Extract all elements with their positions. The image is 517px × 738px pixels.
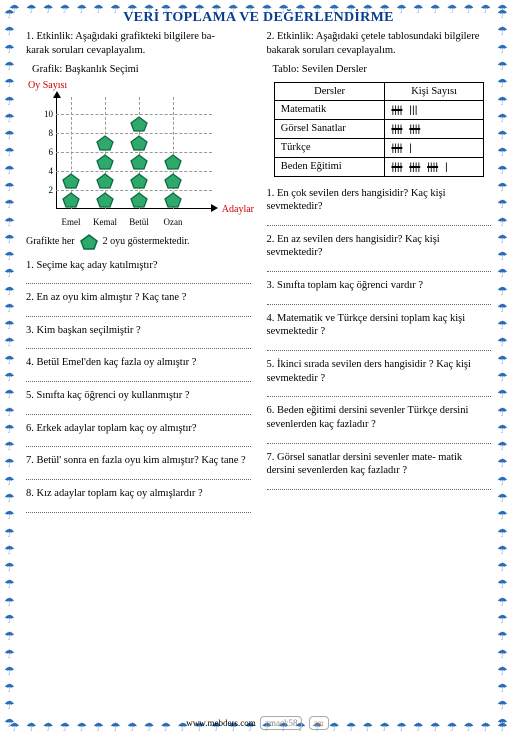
- x-tick: Betül: [123, 217, 155, 227]
- q6: 6. Erkek adaylar toplam kaç oy almıştır?: [26, 422, 251, 436]
- y-tick: 6: [38, 147, 53, 157]
- answer-line: [26, 283, 251, 284]
- table-title: Tablo: Sevilen Dersler: [273, 63, 492, 77]
- columns: 1. Etkinlik: Aşağıdaki grafikteki bilgil…: [26, 30, 491, 515]
- footer-tag2: zm: [309, 716, 329, 730]
- answer-line: [267, 396, 492, 397]
- rq2: 2. En az sevilen ders hangisidir? Kaç ki…: [267, 233, 492, 260]
- y-axis-label: Oy Sayısı: [28, 80, 251, 91]
- answer-line: [267, 489, 492, 490]
- table-cell-tally: |||| |: [385, 138, 483, 157]
- pentagon-icon: [164, 173, 182, 189]
- rq7: 7. Görsel sanatlar dersini sevenler mate…: [267, 451, 492, 478]
- legend-text-1: Grafikte her: [26, 236, 75, 247]
- table-row: Görsel Sanatlar|||| ||||: [274, 119, 483, 138]
- q7: 7. Betül' sonra en fazla oyu kim almıştı…: [26, 454, 251, 468]
- table-row: Beden Eğitimi|||| |||| |||| |: [274, 157, 483, 176]
- pentagon-icon: [130, 154, 148, 170]
- q1: 1. Seçime kaç aday katılmıştır?: [26, 259, 251, 273]
- th-kisi: Kişi Sayısı: [385, 82, 483, 100]
- table-cell-name: Beden Eğitimi: [274, 157, 385, 176]
- answer-line: [267, 225, 492, 226]
- table-row: Matematik|||| |||: [274, 100, 483, 119]
- answer-line: [267, 271, 492, 272]
- answer-line: [26, 414, 251, 415]
- th-dersler: Dersler: [274, 82, 385, 100]
- rq5: 5. İkinci sırada sevilen ders hangisidir…: [267, 358, 492, 385]
- answer-line: [26, 479, 251, 480]
- answer-line: [26, 446, 251, 447]
- q5: 5. Sınıfta kaç öğrenci oy kullanmıştır ?: [26, 389, 251, 403]
- y-tick: 10: [38, 109, 53, 119]
- table-cell-name: Görsel Sanatlar: [274, 119, 385, 138]
- worksheet-page: ☂☂☂☂☂☂☂☂☂☂☂☂☂☂☂☂☂☂☂☂☂☂☂☂☂☂☂☂☂☂ ☂☂☂☂☂☂☂☂☂…: [0, 0, 517, 738]
- arrow-right-icon: [211, 204, 218, 212]
- page-title: VERİ TOPLAMA VE DEĞERLENDİRME: [26, 10, 491, 26]
- table-cell-name: Matematik: [274, 100, 385, 119]
- border-left: ☂☂☂☂☂☂☂☂☂☂☂☂☂☂☂☂☂☂☂☂☂☂☂☂☂☂☂☂☂☂☂☂☂☂☂☂☂☂☂☂…: [4, 6, 20, 732]
- q3: 3. Kim başkan seçilmiştir ?: [26, 324, 251, 338]
- pentagon-icon: [62, 173, 80, 189]
- q8: 8. Kız adaylar toplam kaç oy almışlardır…: [26, 487, 251, 501]
- pentagon-icon: [130, 135, 148, 151]
- rq4: 4. Matematik ve Türkçe dersini toplam ka…: [267, 312, 492, 339]
- legend-text-2: 2 oyu göstermektedir.: [103, 236, 190, 247]
- left-column: 1. Etkinlik: Aşağıdaki grafikteki bilgil…: [26, 30, 251, 515]
- y-tick: 8: [38, 128, 53, 138]
- x-tick: Ozan: [157, 217, 189, 227]
- pentagon-icon: [130, 192, 148, 208]
- rq6: 6. Beden eğitimi dersini sevenler Türkçe…: [267, 404, 492, 431]
- tally-table: DerslerKişi Sayısı Matematik|||| |||Görs…: [274, 82, 484, 177]
- pentagon-icon: [96, 173, 114, 189]
- answer-line: [26, 348, 251, 349]
- table-row: Türkçe|||| |: [274, 138, 483, 157]
- pentagon-icon: [96, 154, 114, 170]
- chart-legend: Grafikte her 2 oyu göstermektedir.: [26, 233, 251, 251]
- footer-tag1: zmack58: [260, 716, 302, 730]
- q4: 4. Betül Emel'den kaç fazla oy almıştır …: [26, 356, 251, 370]
- arrow-up-icon: [53, 91, 61, 98]
- pentagon-icon: [62, 192, 80, 208]
- q2: 2. En az oyu kim almıştır ? Kaç tane ?: [26, 291, 251, 305]
- border-right: ☂☂☂☂☂☂☂☂☂☂☂☂☂☂☂☂☂☂☂☂☂☂☂☂☂☂☂☂☂☂☂☂☂☂☂☂☂☂☂☂…: [497, 6, 513, 732]
- table-cell-tally: |||| |||| |||| |: [385, 157, 483, 176]
- footer: www.mebders.com zmack58 zm: [0, 716, 517, 730]
- pentagon-icon: [164, 154, 182, 170]
- rq1: 1. En çok sevilen ders hangisidir? Kaç k…: [267, 187, 492, 214]
- pentagon-icon: [130, 173, 148, 189]
- x-tick: Kemal: [89, 217, 121, 227]
- footer-site: www.mebders.com: [186, 718, 255, 728]
- chart-title: Grafik: Başkanlık Seçimi: [32, 63, 251, 77]
- x-axis-label: Adaylar: [222, 204, 254, 215]
- answer-line: [267, 304, 492, 305]
- y-tick: 2: [38, 185, 53, 195]
- right-column: 2. Etkinlik: Aşağıdaki çetele tablosunda…: [267, 30, 492, 515]
- x-tick: Emel: [55, 217, 87, 227]
- answer-line: [26, 512, 251, 513]
- table-cell-tally: |||| ||||: [385, 119, 483, 138]
- answer-line: [26, 316, 251, 317]
- pentagon-icon: [96, 192, 114, 208]
- answer-line: [267, 350, 492, 351]
- table-cell-tally: |||| |||: [385, 100, 483, 119]
- table-cell-name: Türkçe: [274, 138, 385, 157]
- left-intro: 1. Etkinlik: Aşağıdaki grafikteki bilgil…: [26, 30, 251, 58]
- rq3: 3. Sınıfta toplam kaç öğrenci vardır ?: [267, 279, 492, 293]
- y-tick: 4: [38, 166, 53, 176]
- answer-line: [26, 381, 251, 382]
- right-intro: 2. Etkinlik: Aşağıdaki çetele tablosunda…: [267, 30, 492, 58]
- answer-line: [267, 443, 492, 444]
- pentagon-icon: [79, 233, 99, 251]
- pentagon-icon: [164, 192, 182, 208]
- pentagon-icon: [96, 135, 114, 151]
- pentagon-icon: [130, 116, 148, 132]
- bar-chart: 246810EmelKemalBetülOzan Adaylar: [38, 97, 218, 227]
